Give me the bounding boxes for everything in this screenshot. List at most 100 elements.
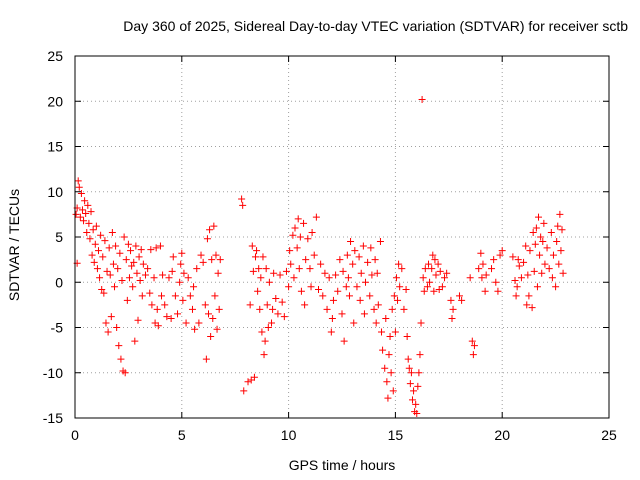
data-point: [159, 271, 167, 279]
data-point: [359, 242, 367, 250]
data-point: [190, 283, 198, 291]
data-point: [179, 296, 187, 304]
data-point: [148, 301, 156, 309]
data-point: [347, 238, 355, 246]
data-point: [197, 251, 205, 259]
data-point: [293, 244, 301, 252]
data-point: [466, 274, 474, 282]
data-point: [537, 233, 545, 241]
data-point: [389, 387, 397, 395]
data-point: [482, 271, 490, 279]
data-point: [295, 265, 303, 273]
data-point: [144, 265, 152, 273]
data-point: [123, 296, 131, 304]
data-point: [317, 260, 325, 268]
data-point: [438, 283, 446, 291]
data-point: [182, 319, 190, 327]
data-point: [477, 249, 485, 257]
data-point: [384, 394, 392, 402]
data-point: [307, 283, 315, 291]
data-point: [285, 283, 293, 291]
y-tick-label: -10: [43, 365, 63, 381]
data-point: [289, 231, 297, 239]
data-point: [343, 251, 351, 259]
data-point: [376, 238, 384, 246]
data-point: [89, 226, 97, 234]
data-point: [209, 314, 217, 322]
data-point: [523, 301, 531, 309]
data-point: [240, 387, 248, 395]
data-point: [511, 276, 519, 284]
data-point: [304, 235, 312, 243]
data-point: [475, 265, 483, 273]
data-point: [118, 276, 126, 284]
data-point: [558, 226, 566, 234]
data-point: [540, 219, 548, 227]
data-point: [72, 210, 80, 218]
data-point: [470, 342, 478, 350]
chart-title: Day 360 of 2025, Sidereal Day-to-day VTE…: [123, 18, 628, 34]
data-point: [349, 260, 357, 268]
data-point: [394, 296, 402, 304]
data-point: [308, 228, 316, 236]
grid: [75, 56, 609, 418]
data-point: [488, 265, 496, 273]
data-point: [257, 274, 265, 282]
data-point: [342, 283, 350, 291]
data-point: [177, 260, 185, 268]
data-point: [530, 267, 538, 275]
data-point: [414, 382, 422, 390]
data-point: [133, 269, 141, 277]
data-point: [419, 274, 427, 282]
data-point: [106, 271, 114, 279]
data-point: [355, 253, 363, 261]
data-point: [524, 271, 532, 279]
data-point: [96, 274, 104, 282]
data-point: [261, 337, 269, 345]
data-point: [287, 260, 295, 268]
data-point: [533, 283, 541, 291]
data-point: [291, 224, 299, 232]
data-point: [207, 333, 215, 341]
data-point: [340, 337, 348, 345]
data-point: [517, 274, 525, 282]
data-point: [100, 289, 108, 297]
data-point: [418, 95, 426, 103]
data-point: [258, 328, 266, 336]
data-point: [441, 274, 449, 282]
data-point: [80, 217, 88, 225]
data-point: [391, 328, 399, 336]
data-point: [259, 253, 267, 261]
data-point: [171, 292, 179, 300]
data-point: [498, 247, 506, 255]
data-point: [98, 285, 106, 293]
data-point: [370, 305, 378, 313]
data-point: [325, 274, 333, 282]
data-point: [312, 213, 320, 221]
data-point: [430, 287, 438, 295]
data-point: [169, 253, 177, 261]
data-point: [111, 283, 119, 291]
y-tick-label: 25: [47, 48, 63, 64]
data-point: [539, 238, 547, 246]
data-point: [107, 313, 115, 321]
data-point: [156, 242, 164, 250]
data-point: [294, 215, 302, 223]
data-point: [382, 314, 390, 322]
data-point: [447, 296, 455, 304]
data-point: [152, 244, 160, 252]
data-point: [336, 256, 344, 264]
data-point: [128, 262, 136, 270]
data-point: [90, 258, 98, 266]
data-point: [388, 305, 396, 313]
data-point: [163, 313, 171, 321]
data-point: [139, 260, 147, 268]
data-point: [321, 269, 329, 277]
data-point: [536, 251, 544, 259]
data-point: [125, 274, 133, 282]
data-point: [390, 292, 398, 300]
data-point: [199, 258, 207, 266]
data-point: [168, 267, 176, 275]
data-point: [195, 319, 203, 327]
data-point: [327, 328, 335, 336]
